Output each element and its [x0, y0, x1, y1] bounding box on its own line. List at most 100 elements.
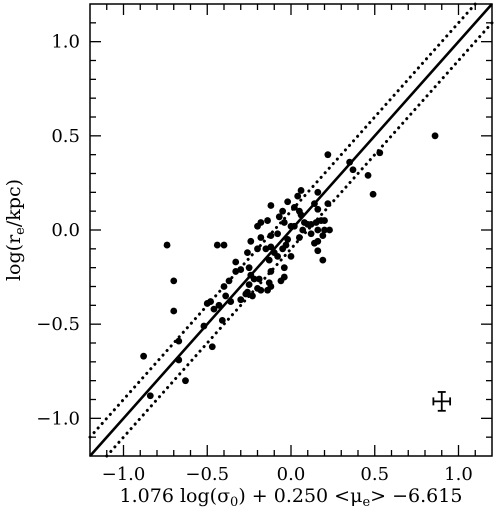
dotted-fit-line [105, 21, 494, 458]
data-point [203, 300, 211, 307]
data-point [220, 283, 228, 290]
data-point [349, 166, 357, 174]
data-point [301, 219, 308, 226]
data-point [274, 230, 281, 238]
data-point [237, 296, 245, 304]
y-axis-title: log(re/kpc) [3, 179, 28, 281]
data-point [232, 258, 240, 266]
data-point [146, 392, 154, 400]
axis-ticks [90, 4, 492, 456]
data-point [364, 171, 372, 179]
data-point [376, 149, 384, 157]
data-point [267, 202, 275, 209]
x-tick-label: −0.5 [185, 464, 229, 485]
data-point [314, 226, 322, 234]
y-tick-label: 0.5 [51, 126, 80, 147]
error-bar [432, 391, 452, 412]
data-point [175, 337, 183, 345]
data-point [242, 290, 250, 298]
data-point [297, 187, 305, 194]
data-point [257, 286, 265, 294]
data-point [324, 200, 332, 208]
data-point [225, 277, 233, 285]
data-point [244, 249, 251, 256]
data-point [431, 132, 439, 140]
y-tick-label: −0.5 [36, 314, 80, 335]
data-point [307, 230, 315, 238]
data-point [284, 236, 292, 243]
data-point [264, 217, 271, 224]
data-point [200, 322, 208, 330]
x-axis-title: 1.076 log(σ0) + 0.250 <μe> −6.615 [120, 485, 463, 509]
x-tick-label: 0.0 [277, 464, 306, 485]
data-point [287, 222, 295, 230]
data-point [213, 241, 221, 249]
data-point [284, 198, 292, 206]
data-point [280, 264, 288, 272]
y-tick-label: 0.0 [51, 220, 80, 241]
fit-lines [88, 2, 494, 458]
data-point [274, 252, 281, 260]
x-tick-label: 1.0 [444, 464, 473, 485]
data-point [369, 190, 377, 198]
data-point [232, 268, 240, 275]
solid-fit-line [89, 3, 493, 457]
data-point [215, 301, 223, 309]
data-point [247, 237, 255, 245]
data-point [279, 207, 287, 215]
data-point [220, 241, 228, 249]
data-point [175, 356, 183, 364]
data-point [267, 268, 275, 275]
y-tick-label: −1.0 [36, 408, 80, 429]
data-point [254, 222, 261, 230]
data-point [262, 245, 270, 253]
data-point [311, 200, 318, 208]
data-point [210, 305, 218, 313]
data-point [319, 232, 327, 240]
data-point [254, 245, 261, 253]
x-tick-label: −1.0 [102, 464, 146, 485]
data-point [314, 205, 322, 213]
data-point [280, 219, 288, 226]
data-point [245, 264, 253, 272]
data-point [321, 217, 328, 224]
data-point [324, 151, 332, 159]
data-point [346, 158, 354, 166]
data-point [264, 286, 271, 294]
data-point [257, 234, 265, 241]
data-point [311, 239, 318, 247]
data-point [170, 307, 178, 315]
data-point [218, 317, 226, 324]
data-point [250, 275, 258, 283]
data-point [208, 343, 216, 351]
data-point [163, 241, 171, 249]
data-point [321, 226, 328, 234]
data-point [245, 281, 253, 289]
data-point [314, 247, 322, 255]
data-point [222, 292, 230, 300]
data-point [227, 298, 235, 305]
data-point [277, 277, 285, 285]
data-point [297, 211, 305, 219]
data-point [279, 245, 287, 253]
data-point [140, 352, 148, 360]
data-point [275, 213, 283, 221]
y-tick-label: 1.0 [51, 32, 80, 53]
data-point [294, 192, 302, 200]
data-point [267, 232, 275, 240]
data-point [299, 226, 307, 234]
data-point [314, 188, 322, 196]
dotted-fit-line [88, 2, 477, 439]
data-point [265, 256, 273, 264]
data-point [255, 275, 263, 283]
data-point [295, 234, 303, 241]
data-point [249, 292, 256, 300]
data-point [326, 226, 333, 234]
tick-labels: −1.0 −0.5 0.0 0.5 1.0 −1.0 −0.5 0.0 0.5 1.0 [36, 32, 473, 485]
data-point [182, 377, 189, 385]
data-point [319, 256, 327, 264]
data-points [140, 132, 439, 400]
data-point [170, 277, 178, 285]
x-tick-label: 0.5 [360, 464, 389, 485]
